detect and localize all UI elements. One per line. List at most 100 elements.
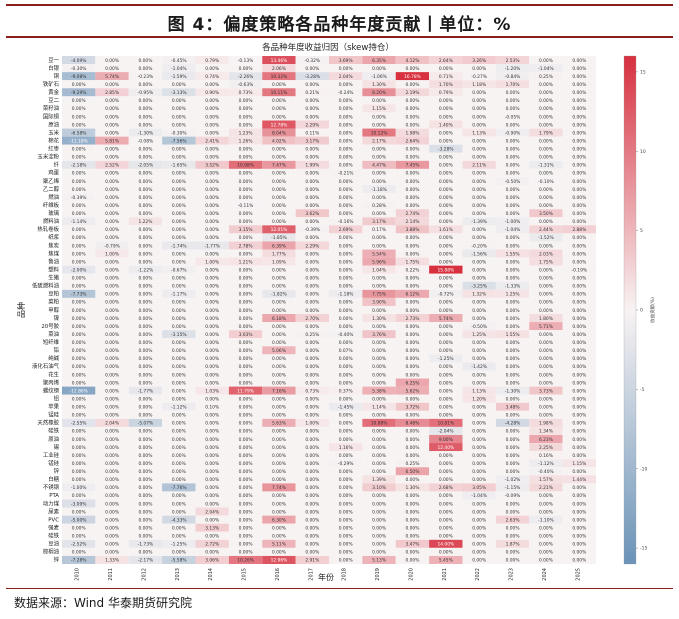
cell-value-label: 0.00% (405, 437, 419, 443)
cell-value-label: 0.00% (572, 445, 586, 451)
cell-value-label: -1.00% (505, 219, 521, 225)
cell-value-label: -3.09% (71, 501, 87, 507)
heatmap-cell (228, 289, 263, 298)
cell-value-label: 0.00% (205, 284, 219, 290)
heatmap-cell (529, 265, 563, 274)
heatmap-cell (128, 539, 163, 548)
cell-value-label: 0.00% (372, 155, 386, 161)
cell-value-label: 0.00% (305, 469, 319, 475)
row-label: 纸浆 (48, 233, 59, 241)
cell-value-label: 2.29% (305, 122, 319, 128)
cell-value-label: -1.00% (71, 485, 87, 491)
heatmap-cell (128, 209, 163, 218)
cell-value-label: 0.00% (72, 203, 86, 209)
cell-value-label: -0.67% (171, 267, 187, 273)
heatmap-cell (329, 305, 363, 315)
cell-value-label: 0.00% (339, 364, 353, 370)
cell-value-label: 1.32% (472, 292, 486, 298)
heatmap-cell (128, 322, 163, 331)
cell-value-label: 0.00% (72, 445, 86, 451)
cell-value-label: 1.61% (439, 227, 453, 233)
heatmap-cell (495, 547, 530, 556)
heatmap-cell (128, 338, 163, 347)
cell-value-label: 0.00% (339, 155, 353, 161)
heatmap-cell (462, 418, 496, 427)
heatmap-cell (62, 233, 96, 242)
heatmap-cell (162, 459, 196, 468)
heatmap-cell (529, 120, 563, 129)
heatmap-cell (195, 418, 229, 427)
heatmap-cell (128, 193, 163, 202)
top-rule (6, 4, 673, 6)
cell-value-label: 5.63% (272, 421, 286, 427)
cell-value-label: 0.00% (405, 477, 419, 483)
cell-value-label: 0.00% (339, 179, 353, 185)
cell-value-label: 0.00% (572, 421, 586, 427)
year-tick-label: 2018 (342, 568, 348, 581)
y-axis-label: 品种 (16, 302, 26, 318)
heatmap-cell (429, 136, 463, 145)
cell-value-label: -1.12% (171, 405, 187, 411)
cell-value-label: 0.00% (405, 251, 419, 257)
cell-value-label: 0.00% (272, 461, 286, 467)
heatmap-cell (329, 475, 363, 484)
cell-value-label: 0.00% (472, 138, 486, 144)
heatmap-cell (228, 136, 263, 145)
heatmap-cell (195, 402, 229, 411)
cell-value-label: 3.17% (372, 219, 386, 225)
heatmap-cell (162, 209, 196, 218)
heatmap-cell (462, 185, 496, 194)
cell-value-label: 8.20% (372, 90, 386, 96)
cell-value-label: 4.47% (372, 163, 386, 169)
heatmap-cell (228, 394, 263, 403)
heatmap-cell (362, 515, 396, 524)
cell-value-label: 0.00% (572, 396, 586, 402)
heatmap-cell (462, 459, 496, 468)
heatmap-cell (495, 346, 530, 355)
heatmap-cell (162, 273, 196, 282)
cell-value-label: 0.00% (239, 485, 253, 491)
heatmap-cell (529, 467, 563, 476)
heatmap-cell (128, 434, 163, 444)
heatmap-cell (195, 233, 229, 242)
heatmap-cell (362, 418, 396, 427)
cell-value-label: 0.00% (572, 364, 586, 370)
cell-value-label: -0.39% (305, 227, 321, 233)
cell-value-label: 0.00% (105, 308, 119, 314)
cell-value-label: 0.00% (205, 308, 219, 314)
cell-value-label: 0.00% (72, 437, 86, 443)
cell-value-label: 10.98% (237, 163, 254, 169)
cell-value-label: 0.00% (405, 558, 419, 564)
cell-value-label: 0.00% (239, 348, 253, 354)
heatmap-cell (395, 378, 430, 387)
cell-value-label: -3.25% (471, 284, 487, 290)
cell-value-label: 0.00% (572, 372, 586, 378)
heatmap-cell (562, 475, 596, 484)
cell-value-label: 0.00% (506, 429, 520, 435)
heatmap-cell (162, 305, 196, 315)
heatmap-cell (362, 523, 396, 532)
cell-value-label: 0.00% (72, 534, 86, 540)
heatmap-cell (462, 451, 496, 460)
heatmap-cell (529, 96, 563, 105)
heatmap-cell (195, 434, 229, 444)
heatmap-cell (295, 475, 329, 484)
heatmap-cell (395, 128, 430, 137)
heatmap-cell (495, 104, 530, 113)
year-tick-label: 2025 (575, 568, 581, 581)
cell-value-label: 0.00% (372, 348, 386, 354)
heatmap-cell (262, 289, 296, 298)
cell-value-label: 0.00% (472, 340, 486, 346)
row-label: 天然橡胶 (37, 419, 59, 427)
cell-value-label: 0.00% (572, 485, 586, 491)
cell-value-label: 0.00% (172, 388, 186, 394)
heatmap-cell (329, 418, 363, 427)
heatmap-cell (562, 160, 596, 169)
cell-value-label: 0.00% (305, 453, 319, 459)
heatmap-cell (162, 555, 196, 564)
heatmap-cell (429, 96, 463, 105)
heatmap-cell (562, 322, 596, 331)
cell-value-label: 0.00% (439, 66, 453, 72)
cell-value-label: 0.00% (439, 114, 453, 120)
cell-value-label: -1.82% (271, 292, 287, 298)
